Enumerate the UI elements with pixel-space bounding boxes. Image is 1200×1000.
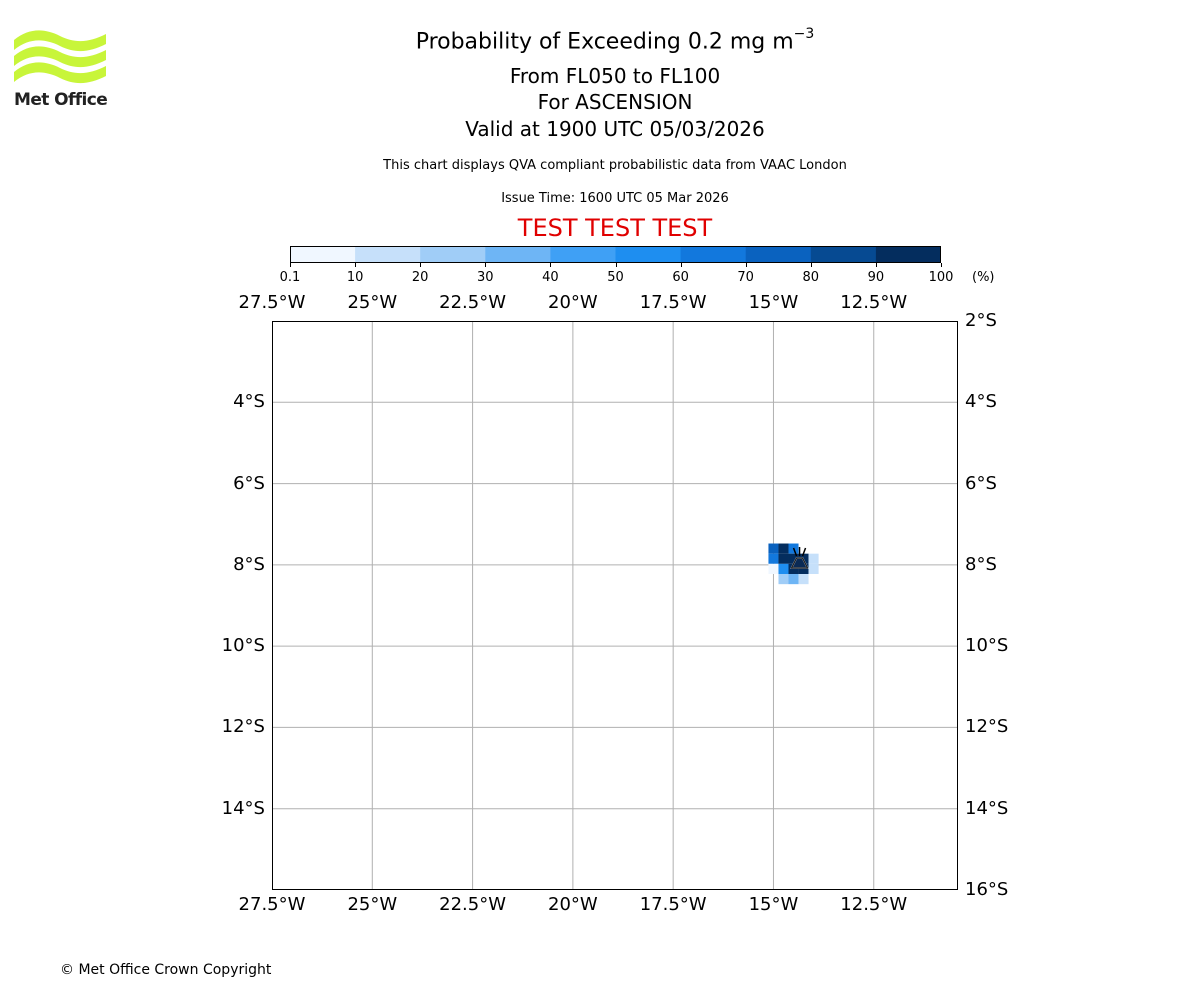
colorbar-tick-label: 30 bbox=[477, 270, 494, 285]
colorbar-tick-mark bbox=[680, 263, 682, 267]
chart-title-exponent: −3 bbox=[793, 26, 815, 42]
test-banner: TEST TEST TEST bbox=[517, 214, 713, 242]
colorbar-unit: (%) bbox=[972, 270, 995, 285]
colorbar bbox=[290, 246, 941, 263]
volcano-icon bbox=[790, 547, 809, 569]
colorbar-tick-mark bbox=[615, 263, 617, 267]
lat-tick-label-right: 8°S bbox=[965, 553, 997, 575]
colorbar-tick-label: 90 bbox=[867, 270, 885, 285]
colorbar-tick-label: 0.1 bbox=[279, 270, 301, 285]
probability-cell bbox=[778, 543, 789, 554]
met-office-logo: Met Office bbox=[14, 30, 108, 112]
copyright: © Met Office Crown Copyright bbox=[60, 962, 272, 978]
met-office-logo-text: Met Office bbox=[14, 90, 108, 110]
lat-tick-label-right: 10°S bbox=[965, 635, 1009, 657]
probability-cell bbox=[768, 543, 779, 554]
lat-tick-label-right: 4°S bbox=[965, 391, 997, 413]
probability-cell bbox=[778, 563, 789, 575]
probability-cell bbox=[768, 563, 779, 575]
flight-levels: From FL050 to FL100 bbox=[509, 64, 721, 88]
lon-tick-label-top: 22.5°W bbox=[439, 292, 507, 313]
colorbar-segment bbox=[745, 246, 812, 263]
colorbar-tick-mark bbox=[420, 263, 422, 267]
colorbar-segment bbox=[810, 246, 877, 263]
lat-tick-label-right: 16°S bbox=[965, 879, 1009, 900]
colorbar-segment bbox=[550, 246, 616, 263]
probability-cell bbox=[788, 574, 799, 585]
lon-tick-label-top: 20°W bbox=[548, 292, 598, 313]
lon-tick-label-bottom: 17.5°W bbox=[639, 894, 707, 915]
colorbar-tick-label: 20 bbox=[411, 270, 429, 285]
colorbar-tick-mark bbox=[875, 263, 877, 267]
lon-tick-label-bottom: 15°W bbox=[748, 894, 799, 915]
colorbar-tick-mark bbox=[941, 263, 942, 267]
chart-title-text: Probability of Exceeding 0.2 mg m bbox=[415, 29, 794, 55]
lon-tick-label-top: 17.5°W bbox=[639, 292, 707, 313]
colorbar-tick-label: 10 bbox=[346, 270, 364, 285]
met-office-waves-icon bbox=[14, 30, 106, 84]
lat-tick-label-left: 8°S bbox=[233, 553, 265, 575]
lat-tick-label-right: 12°S bbox=[965, 716, 1009, 738]
probability-cell bbox=[778, 553, 789, 564]
lat-tick-label-right: 6°S bbox=[965, 472, 997, 494]
volcano-name: For ASCENSION bbox=[537, 90, 693, 114]
colorbar-tick-mark bbox=[810, 263, 812, 267]
colorbar-segment bbox=[485, 246, 551, 263]
lon-tick-label-bottom: 25°W bbox=[347, 894, 398, 915]
colorbar-segment bbox=[420, 246, 486, 263]
chart-title: Probability of Exceeding 0.2 mg m−3 bbox=[0, 26, 1200, 55]
colorbar-segment bbox=[680, 246, 747, 263]
valid-time: Valid at 1900 UTC 05/03/2026 bbox=[465, 117, 765, 141]
colorbar-tick-mark bbox=[355, 263, 357, 267]
lon-tick-label-top: 15°W bbox=[748, 292, 799, 313]
lat-tick-label-left: 4°S bbox=[233, 391, 265, 413]
lon-tick-label-top: 27.5°W bbox=[238, 292, 306, 313]
colorbar-tick-label: 50 bbox=[607, 270, 624, 285]
disclaimer: This chart displays QVA compliant probab… bbox=[383, 158, 847, 173]
probability-cell bbox=[778, 574, 789, 585]
probability-cell bbox=[808, 553, 819, 564]
lon-tick-label-top: 25°W bbox=[347, 292, 398, 313]
colorbar-tick-label: 100 bbox=[928, 270, 954, 285]
lon-tick-label-bottom: 20°W bbox=[548, 894, 598, 915]
colorbar-tick-mark bbox=[550, 263, 552, 267]
colorbar-tick-label: 60 bbox=[672, 270, 689, 285]
colorbar-segment bbox=[875, 246, 941, 263]
issue-time: Issue Time: 1600 UTC 05 Mar 2026 bbox=[501, 191, 729, 206]
lat-tick-label-right: 14°S bbox=[965, 797, 1009, 819]
lat-tick-label-left: 10°S bbox=[221, 635, 265, 657]
probability-cell bbox=[798, 563, 809, 575]
lon-tick-label-bottom: 27.5°W bbox=[238, 894, 306, 915]
colorbar-tick-mark bbox=[745, 263, 747, 267]
lat-tick-label-right: 2°S bbox=[965, 310, 997, 331]
map-frame bbox=[272, 321, 958, 890]
probability-cell bbox=[768, 553, 779, 564]
colorbar-tick-label: 80 bbox=[802, 270, 820, 285]
map-grid bbox=[272, 321, 958, 890]
lat-tick-label-left: 14°S bbox=[221, 797, 265, 819]
lon-tick-label-bottom: 12.5°W bbox=[840, 894, 908, 915]
probability-cell bbox=[788, 553, 799, 564]
lat-tick-label-left: 12°S bbox=[221, 716, 265, 738]
lon-tick-label-bottom: 22.5°W bbox=[439, 894, 507, 915]
colorbar-tick-label: 70 bbox=[737, 270, 754, 285]
colorbar-tick-mark bbox=[485, 263, 487, 267]
colorbar-segment bbox=[290, 246, 356, 263]
colorbar-tick-mark bbox=[290, 263, 291, 267]
lat-tick-label-left: 6°S bbox=[233, 472, 265, 494]
probability-cell bbox=[798, 574, 809, 585]
lon-tick-label-top: 12.5°W bbox=[840, 292, 908, 313]
colorbar-segment bbox=[615, 246, 682, 263]
colorbar-segment bbox=[355, 246, 421, 263]
colorbar-tick-label: 40 bbox=[542, 270, 559, 285]
probability-cell bbox=[808, 563, 819, 575]
probability-cell bbox=[788, 563, 799, 575]
